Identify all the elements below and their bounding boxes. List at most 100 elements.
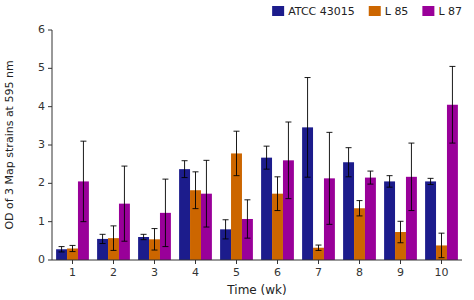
- error-cap: [162, 246, 168, 247]
- error-line: [83, 141, 84, 222]
- error-bar: [316, 245, 322, 250]
- error-line: [370, 171, 371, 184]
- bar: [261, 158, 272, 260]
- error-cap: [449, 66, 455, 67]
- error-bar: [59, 247, 65, 252]
- error-bar: [141, 234, 147, 239]
- error-cap: [70, 245, 76, 246]
- error-cap: [357, 200, 363, 201]
- error-bar: [193, 172, 199, 209]
- y-tick: [48, 145, 52, 146]
- error-line: [247, 200, 248, 238]
- error-line: [225, 220, 226, 239]
- error-cap: [162, 179, 168, 180]
- error-cap: [182, 160, 188, 161]
- error-bar: [449, 66, 455, 143]
- error-bar: [234, 131, 240, 175]
- bar: [354, 208, 365, 260]
- error-bar: [326, 132, 332, 224]
- y-tick-label: 4: [38, 100, 45, 113]
- error-bar: [428, 178, 434, 184]
- error-bar: [264, 146, 270, 169]
- error-cap: [305, 177, 311, 178]
- error-line: [61, 247, 62, 252]
- x-tick-label: 9: [397, 266, 404, 279]
- error-line: [329, 132, 330, 224]
- error-bar: [203, 160, 209, 227]
- legend-swatch: [422, 6, 434, 16]
- x-tick-label: 6: [274, 266, 281, 279]
- error-line: [441, 233, 442, 258]
- error-cap: [428, 184, 434, 185]
- error-cap: [59, 251, 65, 252]
- y-tick-label: 2: [38, 176, 45, 189]
- error-cap: [316, 250, 322, 251]
- bar: [138, 237, 149, 260]
- error-cap: [367, 171, 373, 172]
- error-cap: [244, 238, 250, 239]
- x-tick-label: 10: [435, 266, 449, 279]
- y-tick-label: 3: [38, 138, 45, 151]
- error-bar: [439, 233, 445, 258]
- error-line: [389, 176, 390, 188]
- error-cap: [408, 210, 414, 211]
- error-bar: [152, 229, 158, 250]
- error-cap: [182, 177, 188, 178]
- error-cap: [121, 166, 127, 167]
- error-line: [102, 234, 103, 243]
- legend-label: L 87: [438, 5, 462, 18]
- error-cap: [439, 257, 445, 258]
- bar: [365, 178, 376, 260]
- error-line: [154, 229, 155, 250]
- error-cap: [203, 227, 209, 228]
- error-line: [113, 226, 114, 251]
- y-tick-label: 1: [38, 215, 45, 228]
- y-tick-label: 6: [38, 23, 45, 36]
- y-tick-label: 5: [38, 61, 45, 74]
- error-cap: [285, 122, 291, 123]
- error-cap: [223, 219, 229, 220]
- error-cap: [439, 233, 445, 234]
- error-cap: [223, 238, 229, 239]
- error-bar: [111, 226, 117, 251]
- error-line: [266, 146, 267, 169]
- error-cap: [316, 245, 322, 246]
- error-line: [277, 177, 278, 211]
- error-cap: [152, 228, 158, 229]
- y-tick: [48, 68, 52, 69]
- legend: ATCC 43015L 85L 87: [272, 5, 462, 18]
- y-tick: [48, 260, 52, 261]
- error-bar: [182, 161, 188, 178]
- error-line: [318, 245, 319, 250]
- error-line: [143, 234, 144, 239]
- x-tick: [154, 260, 155, 264]
- bar: [179, 169, 190, 260]
- error-line: [307, 78, 308, 178]
- x-tick: [236, 260, 237, 264]
- error-line: [348, 148, 349, 177]
- error-bar: [244, 200, 250, 238]
- x-tick-label: 1: [69, 266, 76, 279]
- error-cap: [193, 208, 199, 209]
- error-bar: [162, 179, 168, 246]
- y-tick-label: 0: [38, 253, 45, 266]
- error-bar: [346, 148, 352, 177]
- error-cap: [285, 198, 291, 199]
- error-bar: [305, 78, 311, 178]
- error-bar: [70, 245, 76, 251]
- error-cap: [387, 187, 393, 188]
- error-line: [184, 161, 185, 178]
- error-cap: [275, 176, 281, 177]
- x-tick: [277, 260, 278, 264]
- error-cap: [326, 132, 332, 133]
- error-bar: [408, 143, 414, 210]
- legend-item: ATCC 43015: [272, 5, 355, 18]
- y-tick: [48, 106, 52, 107]
- error-cap: [305, 77, 311, 78]
- error-cap: [346, 176, 352, 177]
- error-line: [236, 131, 237, 175]
- error-cap: [326, 224, 332, 225]
- error-cap: [398, 242, 404, 243]
- error-cap: [203, 160, 209, 161]
- x-tick-label: 5: [233, 266, 240, 279]
